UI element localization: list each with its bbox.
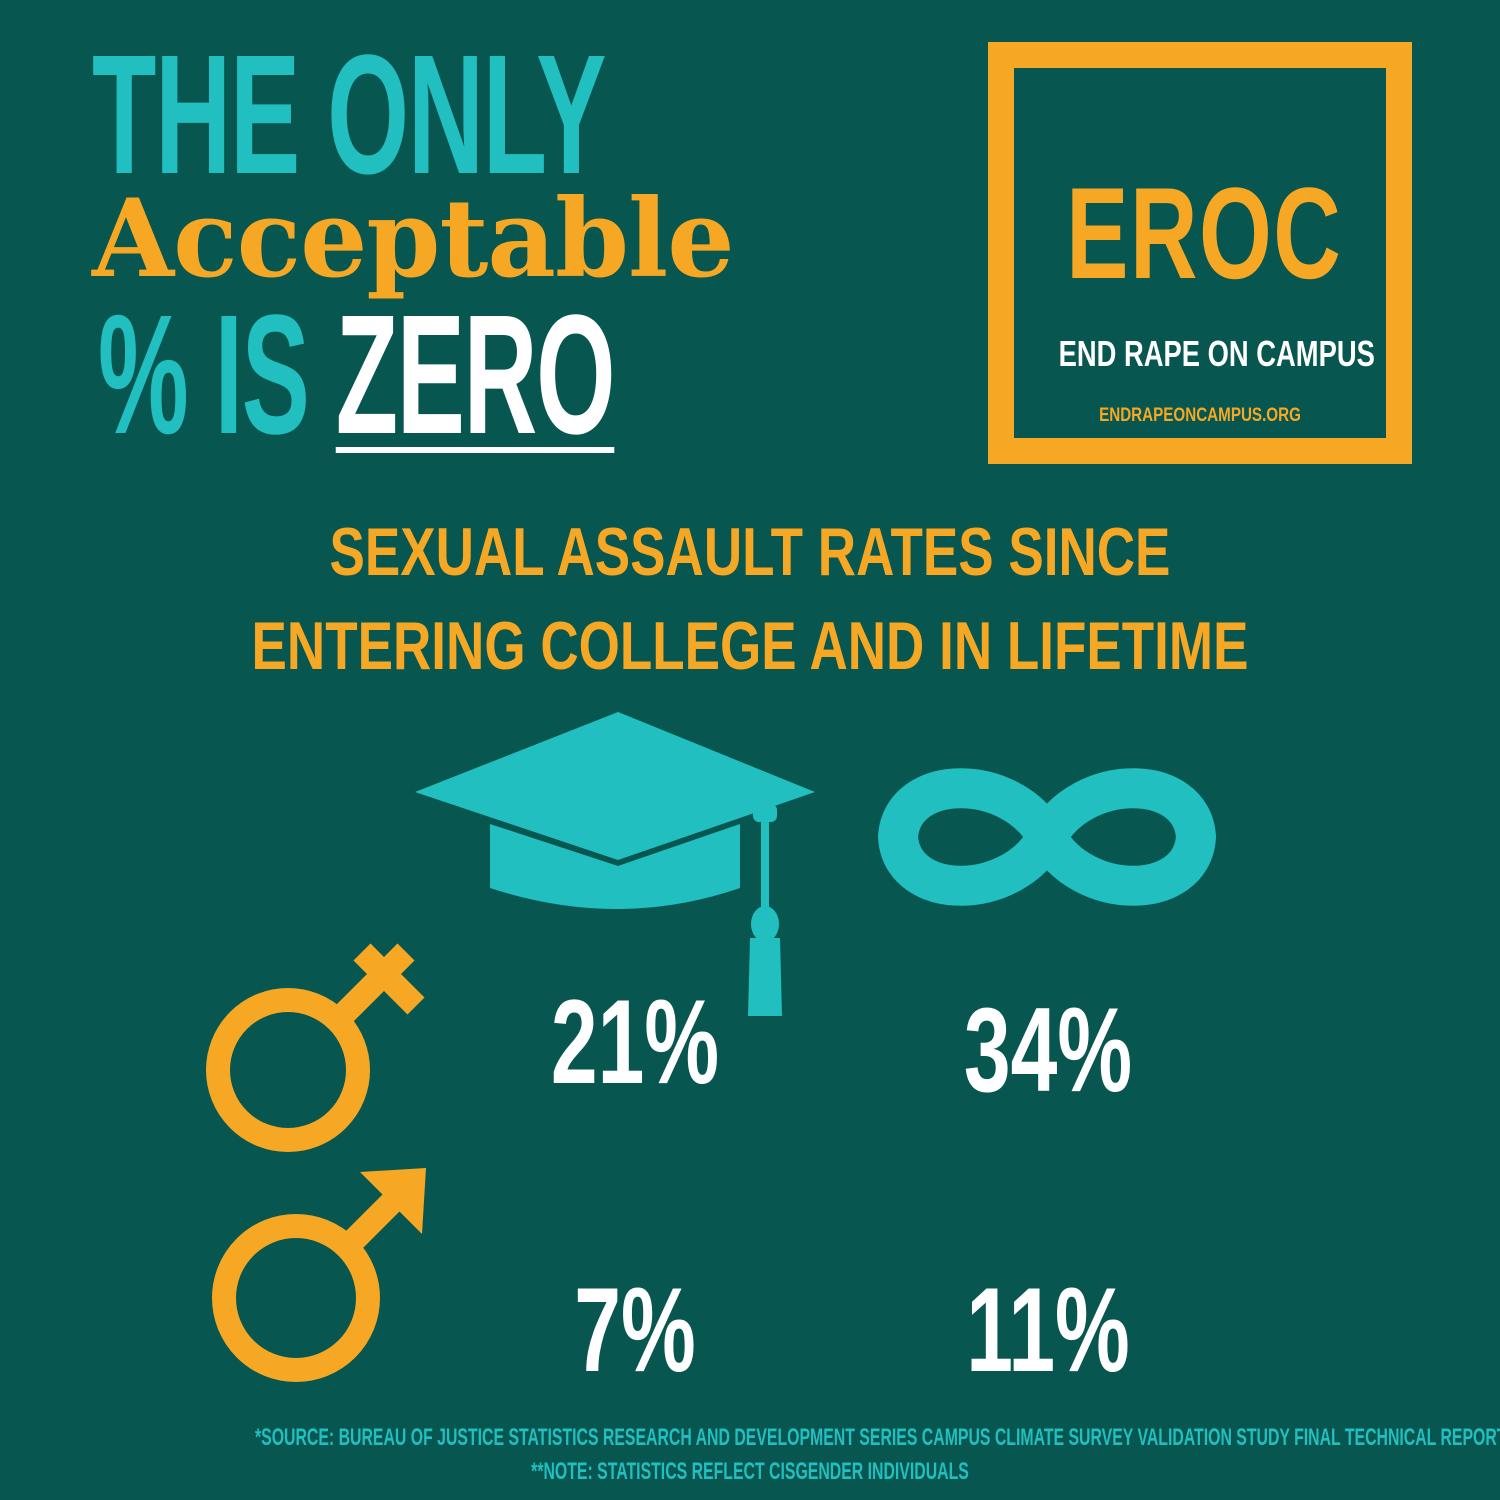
subtitle-line-1: SEXUAL ASSAULT RATES SINCE: [329, 514, 1171, 590]
stat-male-lifetime: 11%: [966, 1263, 1130, 1397]
subtitle-line-2: ENTERING COLLEGE AND IN LIFETIME: [251, 608, 1249, 684]
headline-percent-is: % IS: [98, 280, 336, 470]
male-symbol-icon: [212, 1168, 426, 1382]
eroc-logo: EROC END RAPE ON CAMPUS ENDRAPEONCAMPUS.…: [988, 42, 1412, 464]
headline-line-1: THE ONLY: [92, 20, 607, 210]
infinity-icon: [878, 768, 1216, 906]
stat-male-college: 7%: [574, 1263, 696, 1397]
headline-line-3: % IS ZERO: [98, 290, 615, 460]
female-symbol-icon: [206, 943, 425, 1152]
logo-acronym: EROC: [1066, 160, 1343, 306]
footer-note: **NOTE: STATISTICS REFLECT CISGENDER IND…: [531, 1458, 969, 1485]
headline-zero: ZERO: [335, 280, 616, 470]
headline-line-2: Acceptable: [92, 176, 735, 302]
logo-name: END RAPE ON CAMPUS: [1058, 333, 1375, 374]
graduation-cap-icon: [415, 712, 815, 1016]
stat-female-lifetime: 34%: [963, 983, 1133, 1117]
footer-source: *SOURCE: BUREAU OF JUSTICE STATISTICS RE…: [254, 1424, 1500, 1451]
stat-female-college: 21%: [550, 975, 720, 1109]
logo-url: ENDRAPEONCAMPUS.ORG: [1099, 405, 1301, 426]
